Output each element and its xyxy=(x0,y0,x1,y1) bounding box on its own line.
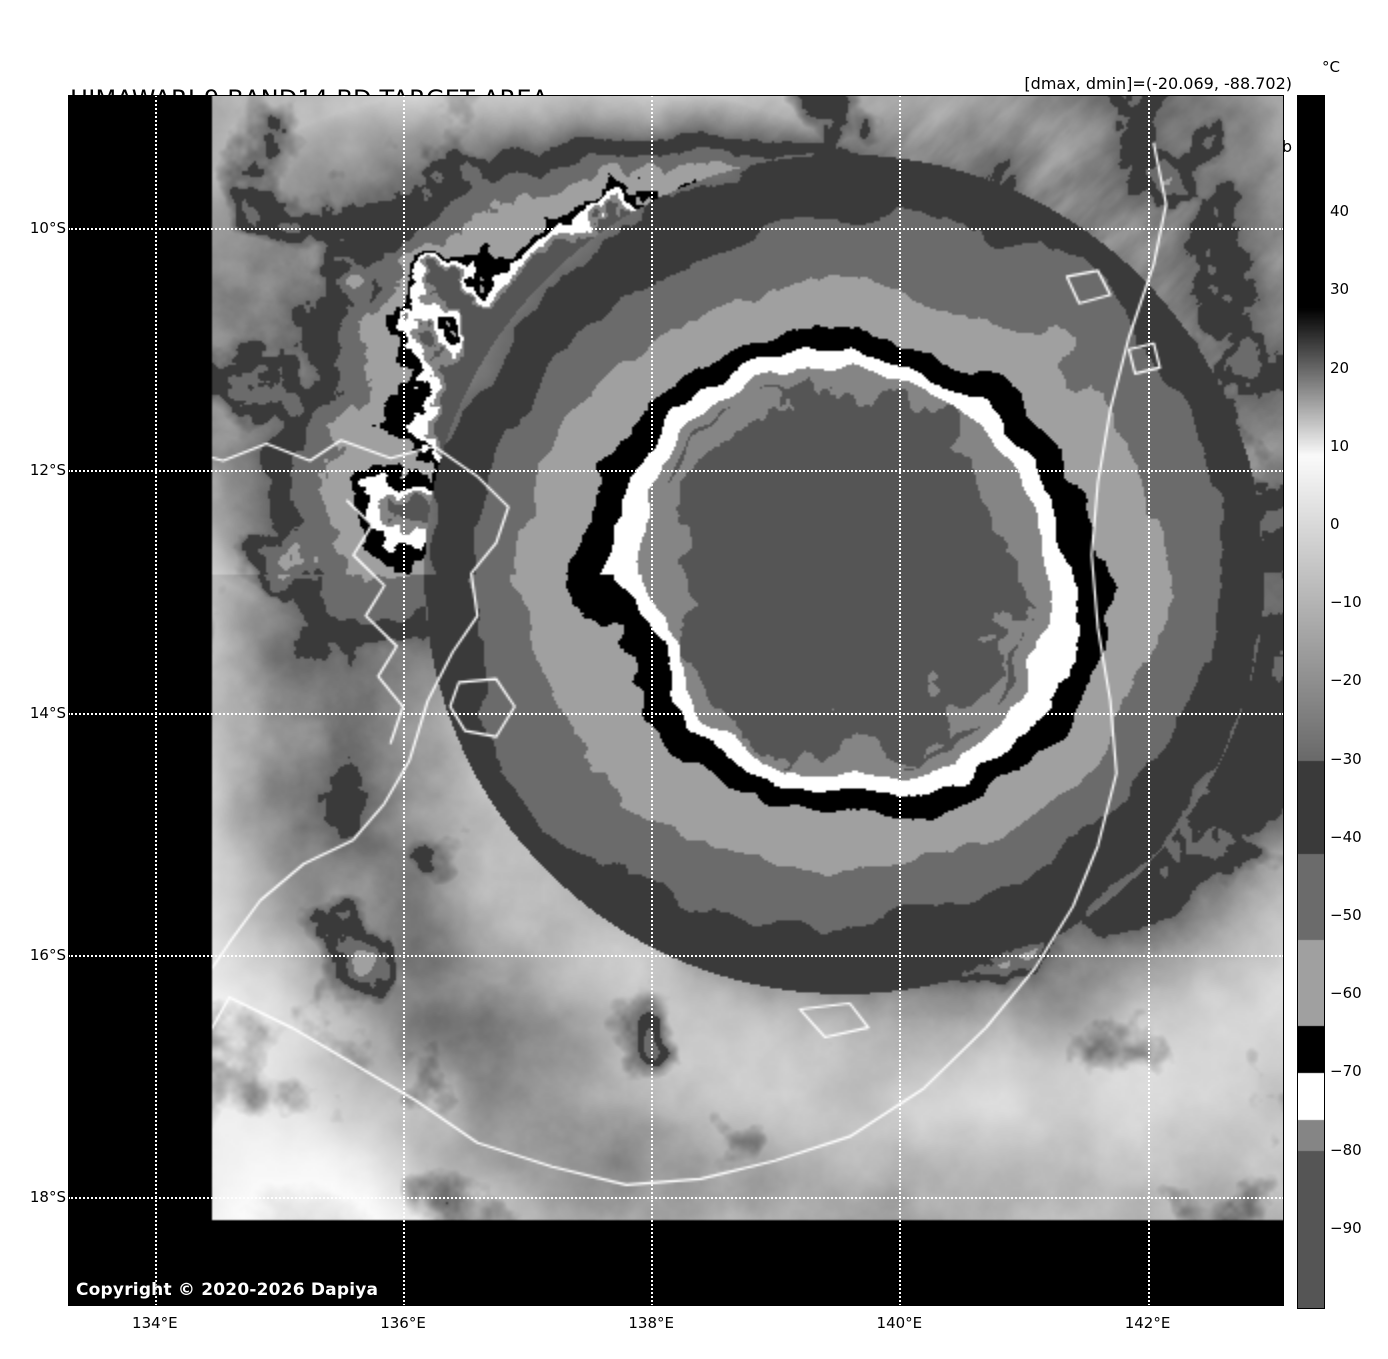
colorbar-tick-label: −30 xyxy=(1330,749,1362,768)
colorbar-tick-label: 10 xyxy=(1330,436,1350,455)
colorbar-tick-label: −70 xyxy=(1330,1062,1362,1081)
colorbar-tick-label: −40 xyxy=(1330,827,1362,846)
x-tick-label: 134°E xyxy=(132,1314,178,1332)
colorbar-unit-label: °C xyxy=(1322,58,1340,76)
satellite-raster xyxy=(68,95,1284,1306)
y-tick-label: 10°S xyxy=(29,219,66,238)
dmax-dmin-readout: [dmax, dmin]=(-20.069, -88.702) xyxy=(1024,74,1292,93)
satellite-image-plot[interactable]: Copyright © 2020-2026 Dapiya xyxy=(68,95,1284,1306)
colorbar-tick-label: −60 xyxy=(1330,984,1362,1003)
colorbar-tick-label: −50 xyxy=(1330,906,1362,925)
colorbar-tick-label: 30 xyxy=(1330,280,1350,299)
colorbar-tick-label: 0 xyxy=(1330,515,1340,534)
y-tick-label: 14°S xyxy=(29,703,66,722)
x-tick-label: 140°E xyxy=(876,1314,923,1332)
colorbar-tick-label: −10 xyxy=(1330,593,1362,612)
x-tick-label: 138°E xyxy=(628,1314,674,1332)
x-tick-label: 142°E xyxy=(1124,1314,1171,1332)
colorbar-gradient xyxy=(1298,96,1324,1308)
colorbar-tick-label: 20 xyxy=(1330,358,1350,377)
colorbar[interactable] xyxy=(1297,95,1325,1309)
colorbar-tick-label: −90 xyxy=(1330,1218,1362,1237)
y-tick-label: 16°S xyxy=(29,945,66,964)
y-tick-label: 18°S xyxy=(29,1188,66,1206)
colorbar-tick-label: −20 xyxy=(1330,671,1362,690)
x-tick-label: 136°E xyxy=(380,1314,426,1332)
colorbar-tick-label: 40 xyxy=(1330,202,1350,221)
colorbar-tick-label: −80 xyxy=(1330,1140,1362,1159)
copyright-notice: Copyright © 2020-2026 Dapiya xyxy=(76,1280,379,1300)
y-tick-label: 12°S xyxy=(29,461,66,480)
